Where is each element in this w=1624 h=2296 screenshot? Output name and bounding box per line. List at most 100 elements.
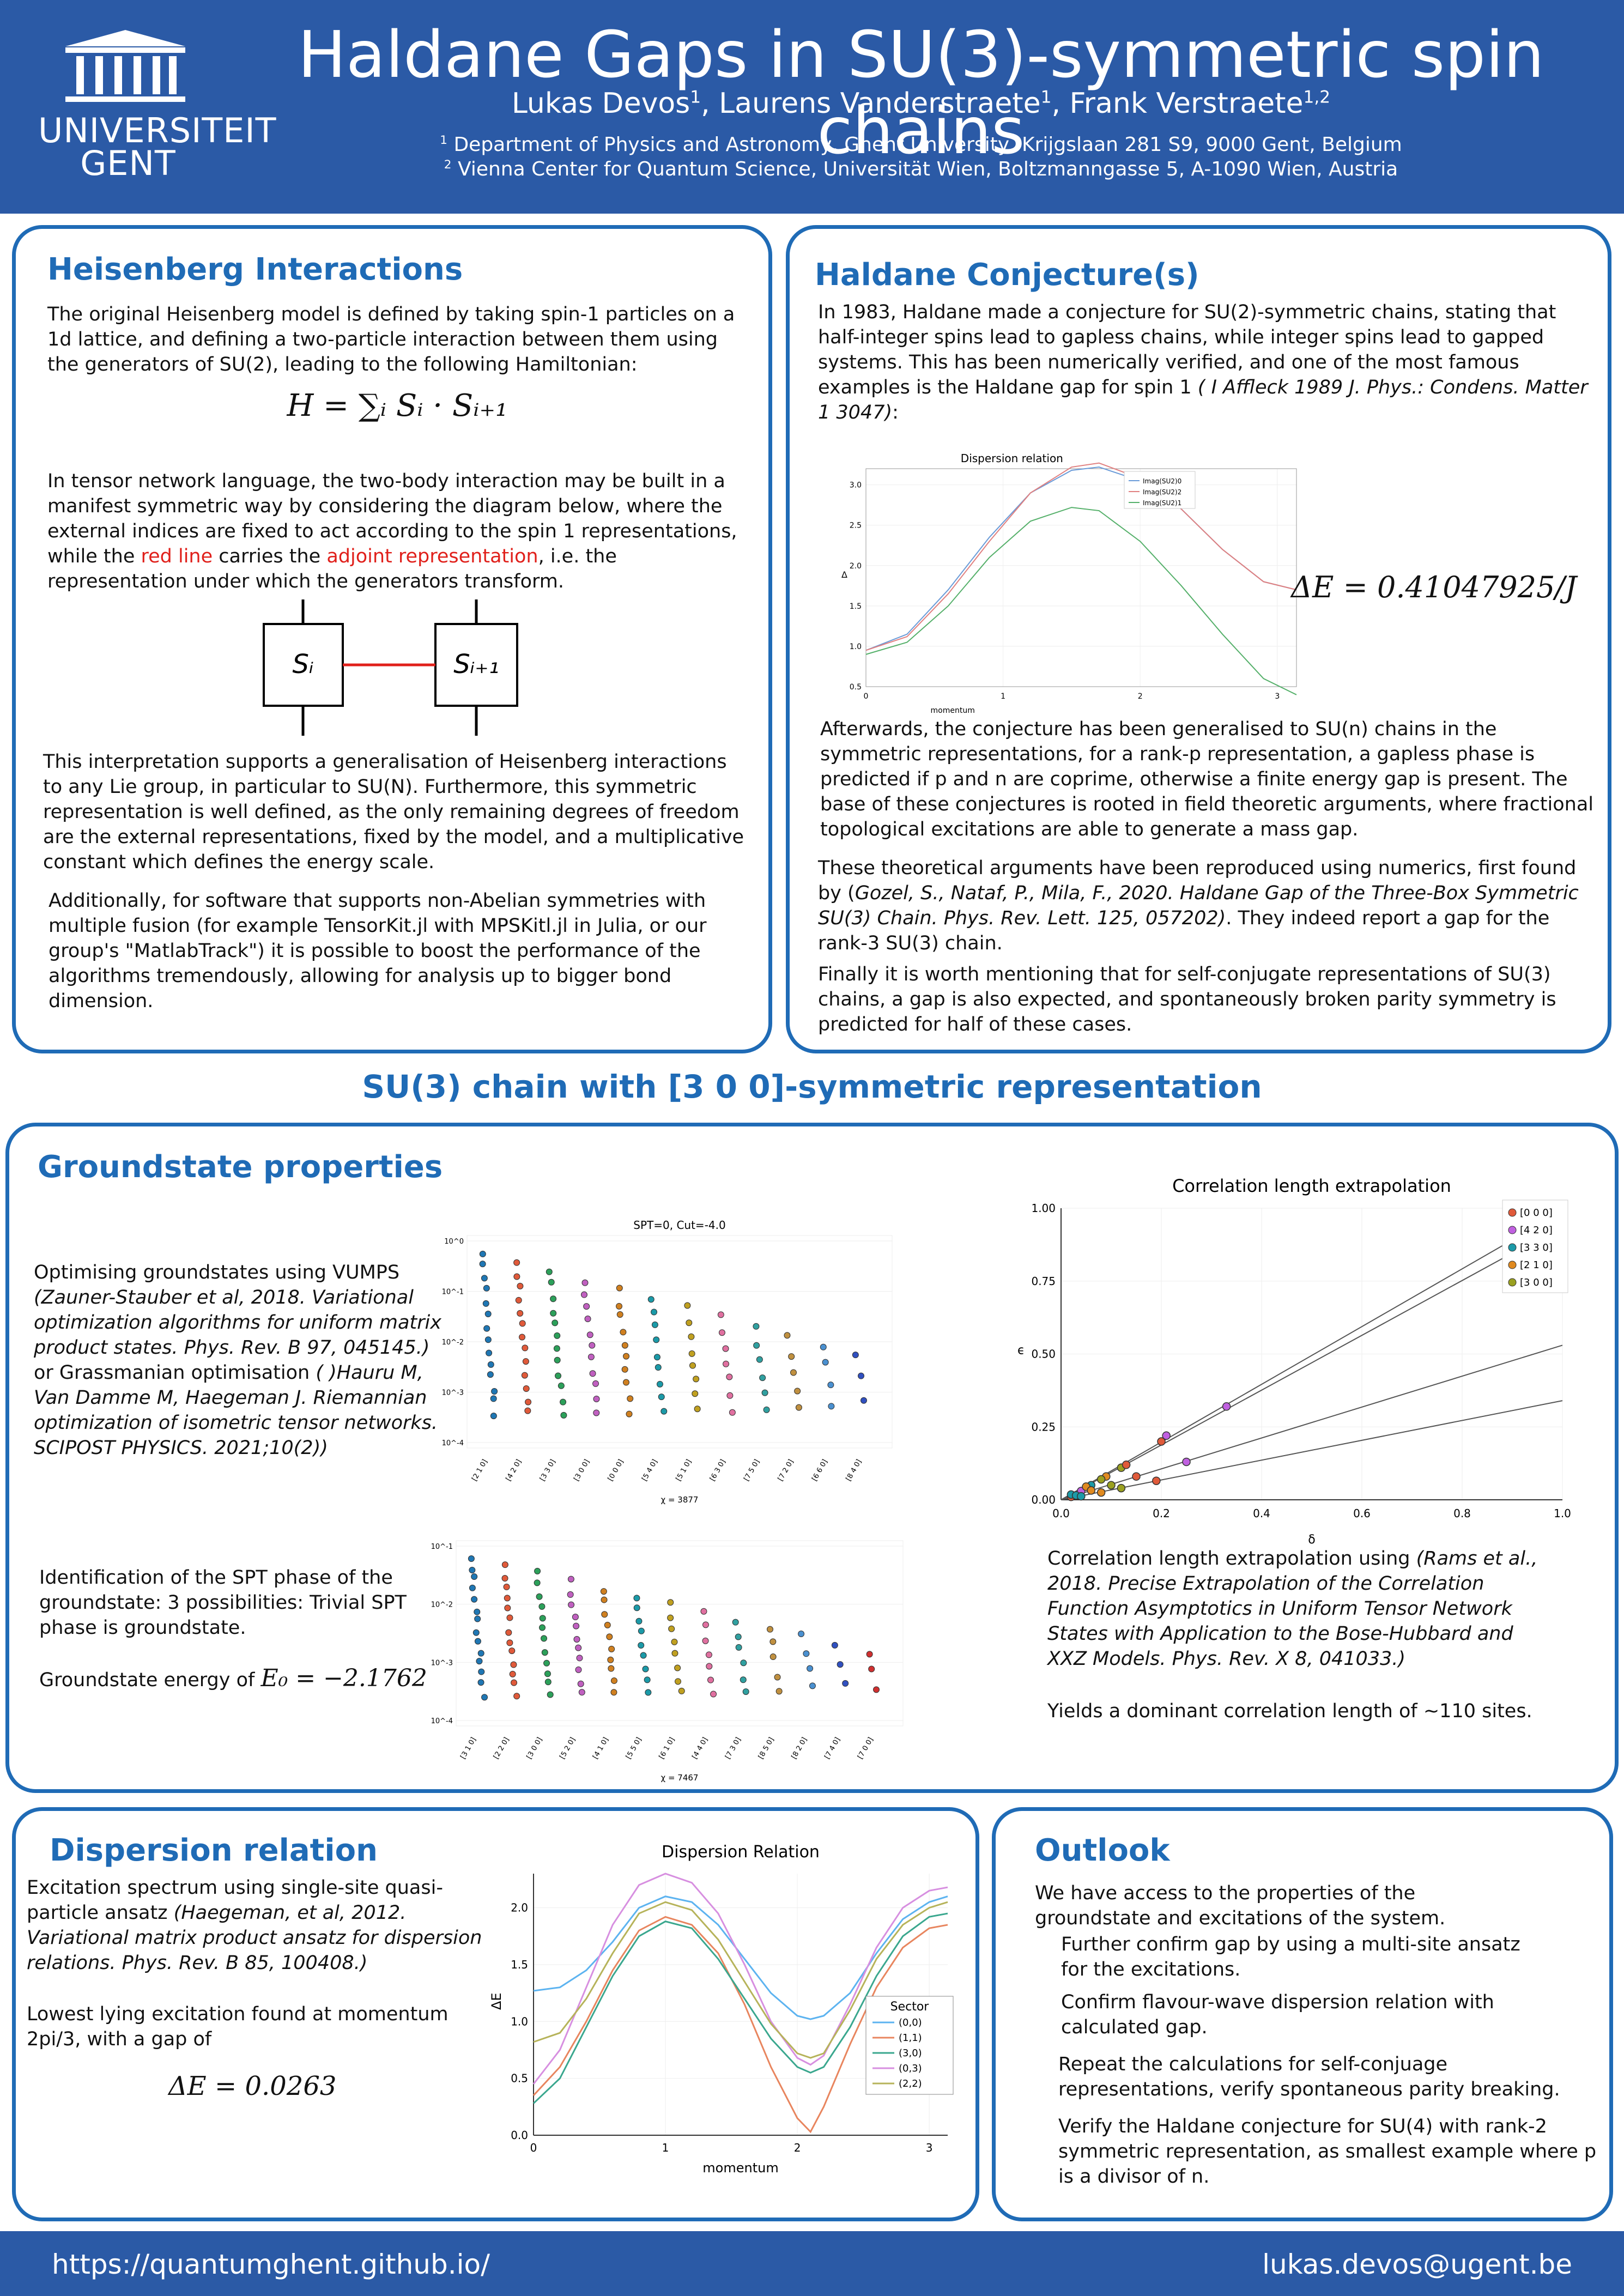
data-point — [1132, 1472, 1141, 1481]
data-point — [608, 1665, 615, 1672]
data-point — [1182, 1457, 1191, 1467]
y-tick-label: 10^-2 — [431, 1601, 453, 1609]
data-point — [601, 1596, 608, 1603]
data-point — [608, 1645, 615, 1652]
x-tick-label: [3 3 0] — [538, 1458, 558, 1483]
data-point — [541, 1635, 548, 1642]
tensor-diagram: Sᵢ Sᵢ₊₁ — [263, 599, 518, 736]
data-point — [575, 1644, 582, 1651]
data-point — [638, 1627, 645, 1634]
x-tick-label: 1.0 — [1554, 1507, 1571, 1520]
data-point — [513, 1259, 520, 1266]
data-point — [740, 1659, 747, 1667]
data-point — [505, 1629, 512, 1636]
heisenberg-software: Additionally, for software that supports… — [49, 890, 707, 1012]
data-point — [491, 1388, 498, 1395]
legend-label: (0,3) — [899, 2063, 922, 2074]
x-tick-label: 2 — [1138, 692, 1143, 701]
y-tick-label: 3.0 — [850, 481, 862, 490]
legend-label: [2 1 0] — [1520, 1259, 1553, 1271]
data-point — [726, 1392, 734, 1399]
data-point — [610, 1689, 617, 1696]
y-tick-label: 10^-2 — [442, 1338, 464, 1347]
y-tick-label: 1.0 — [850, 643, 862, 651]
data-point — [474, 1615, 481, 1622]
email-link[interactable]: lukas.devos@ugent.be — [1262, 2249, 1572, 2280]
affiliation-2: 2 Vienna Center for Quantum Science, Uni… — [444, 158, 1398, 180]
haldane-self-conjugate: Finally it is worth mentioning that for … — [818, 964, 1556, 1035]
y-tick-label: 10^-4 — [442, 1439, 464, 1447]
data-point — [476, 1658, 483, 1665]
legend-label: [0 0 0] — [1520, 1207, 1553, 1219]
data-point — [584, 1315, 591, 1322]
data-point — [517, 1282, 524, 1289]
data-point — [468, 1555, 475, 1562]
data-point — [626, 1410, 633, 1417]
data-point — [644, 1676, 651, 1683]
data-point — [671, 1650, 678, 1657]
data-point — [504, 1595, 511, 1602]
data-point — [553, 1345, 560, 1352]
series-line — [532, 1912, 948, 2104]
data-point — [593, 1395, 600, 1402]
x-tick-label: [5 4 0] — [640, 1458, 659, 1483]
chart-title: SPT=0, Cut=-4.0 — [633, 1219, 725, 1232]
data-point — [658, 1394, 665, 1401]
series-line — [532, 1873, 948, 2085]
x-tick-label: [8 2 0] — [790, 1736, 809, 1761]
data-point — [568, 1601, 575, 1608]
legend-swatch — [1508, 1261, 1517, 1269]
chart-title: Dispersion relation — [961, 452, 1063, 465]
groundstate-spt: Identification of the SPT phase of the g… — [39, 1567, 407, 1639]
data-point — [513, 1693, 520, 1700]
data-point — [688, 1350, 695, 1357]
x-tick-label: [6 3 0] — [708, 1458, 728, 1483]
data-point — [511, 1679, 518, 1686]
data-point — [622, 1379, 629, 1386]
data-point — [822, 1359, 829, 1366]
data-point — [592, 1380, 599, 1387]
poster-header: UNIVERSITEIT GENT Haldane Gaps in SU(3)-… — [0, 0, 1624, 214]
data-point — [667, 1599, 674, 1606]
x-tick-label: [2 1 0] — [470, 1458, 489, 1483]
data-point — [1117, 1483, 1126, 1493]
series-line — [865, 467, 1297, 651]
data-point — [515, 1297, 522, 1304]
data-point — [589, 1370, 596, 1377]
data-point — [827, 1382, 834, 1389]
data-point — [761, 1389, 768, 1396]
data-point — [633, 1595, 640, 1602]
website-link[interactable]: https://quantumghent.github.io/ — [52, 2249, 490, 2280]
chart-title: Dispersion Relation — [662, 1843, 820, 1862]
data-point — [1096, 1475, 1106, 1484]
legend-label: Imag(SU2)1 — [1143, 499, 1181, 507]
legend-label: [3 0 0] — [1520, 1277, 1553, 1288]
dispersion-relation-sectors-plot: Dispersion Relation 0 1 2 3 0.0 0.5 1.0 1.5 2.0 mo… — [489, 1843, 954, 2176]
legend-label: Imag(SU2)0 — [1143, 477, 1181, 485]
data-point — [573, 1636, 580, 1643]
data-point — [479, 1250, 486, 1257]
data-point — [688, 1333, 695, 1340]
y-axis-label: ΔE — [489, 1992, 504, 2010]
data-point — [686, 1319, 693, 1326]
data-point — [689, 1362, 696, 1369]
x-tick-label: [5 5 0] — [625, 1736, 644, 1761]
heisenberg-box: Heisenberg Interactions The original Hei… — [12, 225, 772, 1053]
data-point — [627, 1395, 634, 1402]
data-point — [807, 1665, 814, 1672]
outlook-item: Confirm flavour-wave dispersion relation… — [1061, 1991, 1494, 2038]
x-tick-label: [3 1 0] — [459, 1736, 478, 1761]
data-point — [586, 1331, 593, 1338]
y-tick-label: 0.00 — [1031, 1493, 1056, 1506]
data-point — [544, 1679, 552, 1686]
x-axis-label: momentum — [702, 2160, 778, 2176]
legend-swatch — [1508, 1226, 1517, 1234]
haldane-title: Haldane Conjecture(s) — [815, 257, 1199, 293]
outlook-title: Outlook — [1035, 1833, 1170, 1868]
outlook-box: Outlook We have access to the properties… — [992, 1807, 1613, 2221]
tensor-node-right — [434, 623, 518, 707]
y-tick-label: 0.0 — [511, 2129, 528, 2142]
data-point — [580, 1291, 587, 1298]
data-point — [1222, 1402, 1231, 1411]
legend-label: (3,0) — [899, 2047, 922, 2059]
